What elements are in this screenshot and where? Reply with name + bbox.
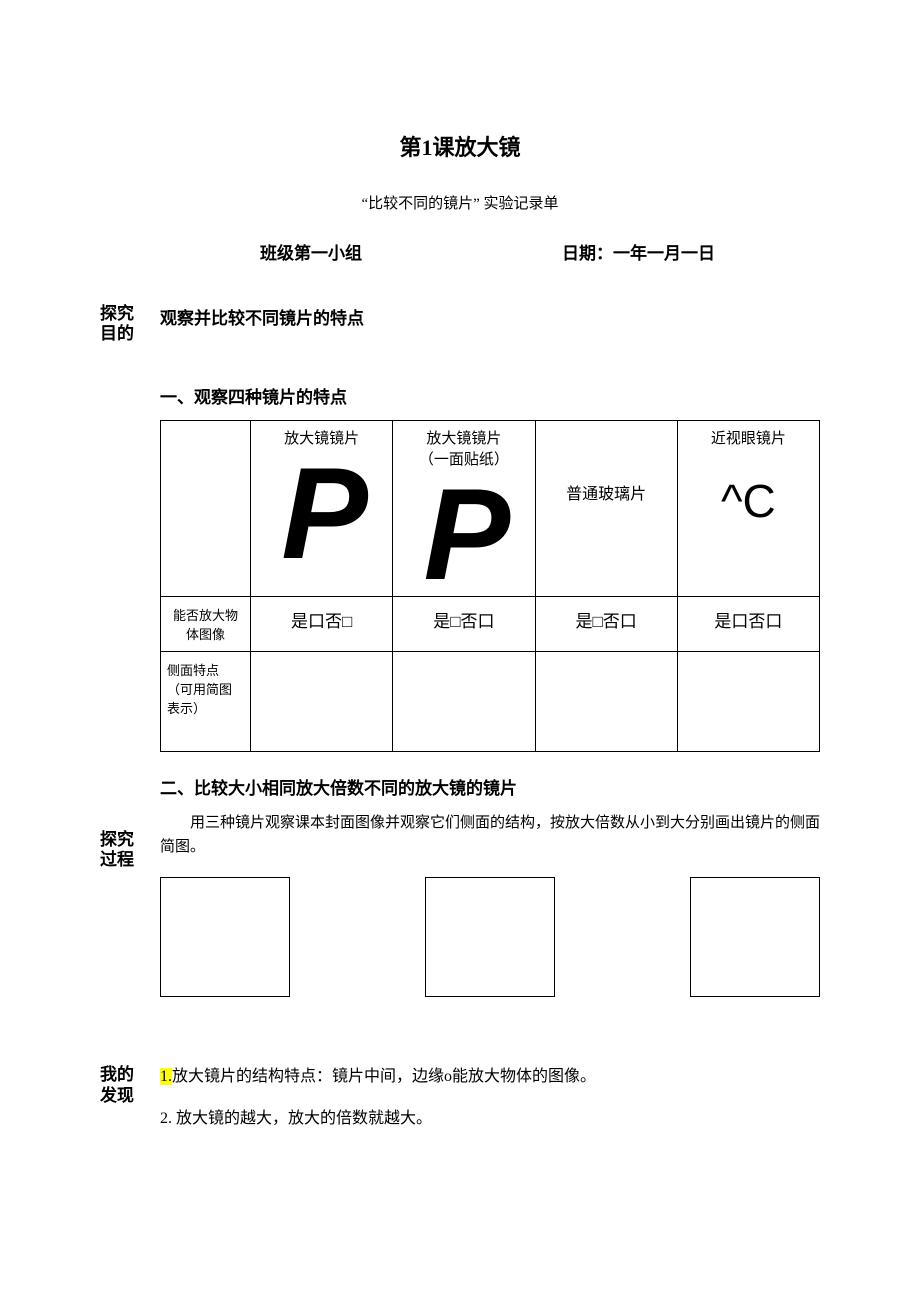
col-4-header: 近视眼镜片 ^C [677,420,819,597]
ans-3: 是□否口 [535,597,677,652]
row-side-label: 侧面特点 （可用简图 表示） [161,652,251,752]
finding-2-text: 放大镜的越大，放大的倍数就越大。 [176,1110,432,1127]
date-label: 日期：一年一月一日 [562,239,715,264]
page-title: 第1课放大镜 [100,130,820,162]
ans-1: 是口否□ [251,597,393,652]
table-magnify-row: 能否放大物 体图像 是口否□ 是□否口 是□否口 是口否口 [161,597,820,652]
col-4-label: 近视眼镜片 [682,427,815,448]
col-3-header: 普通玻璃片 [535,420,677,597]
finding-1-text: 放大镜片的结构特点：镜片中间，边缘o能放大物体的图像。 [172,1068,596,1085]
section-purpose-text: 观察并比较不同镜片的特点 [160,304,820,329]
section-findings: 我的 发现 1.放大镜片的结构特点：镜片中间，边缘o能放大物体的图像。 2. 放… [100,1065,820,1149]
finding-2: 2. 放大镜的越大，放大的倍数就越大。 [160,1107,820,1131]
part2-heading: 二、比较大小相同放大倍数不同的放大镜的镜片 [160,774,820,799]
section-findings-label: 我的 发现 [100,1065,160,1106]
section-purpose-label: 探究 目的 [100,304,160,345]
table-corner [161,420,251,597]
three-boxes [160,877,820,997]
ans-2: 是□否口 [393,597,535,652]
table-side-row: 侧面特点 （可用简图 表示） [161,652,820,752]
ans-4: 是口否口 [677,597,819,652]
section-process-label: 探究 过程 [100,830,160,871]
finding-2-num: 2. [160,1110,176,1127]
observation-table: 放大镜镜片 P 放大镜镜片 （一面贴纸） P 普通玻璃片 近视眼镜片 ^C 能否… [160,420,820,753]
col-4-glyph: ^C [682,478,815,524]
section-process-body: 一、观察四种镜片的特点 放大镜镜片 P 放大镜镜片 （一面贴纸） P 普通玻璃片 [160,373,820,1038]
finding-1: 1.放大镜片的结构特点：镜片中间，边缘o能放大物体的图像。 [160,1065,820,1089]
sketch-box-3 [690,877,820,997]
table-header-row: 放大镜镜片 P 放大镜镜片 （一面贴纸） P 普通玻璃片 近视眼镜片 ^C [161,420,820,597]
row-magnify-label: 能否放大物 体图像 [161,597,251,652]
sketch-box-2 [425,877,555,997]
col-1-glyph: P [255,452,388,576]
side-2 [393,652,535,752]
part2-para: 用三种镜片观察课本封面图像并观察它们侧面的结构，按放大倍数从小到大分别画出镜片的… [160,811,820,859]
col-1-header: 放大镜镜片 P [251,420,393,597]
group-label: 班级第一小组 [260,239,362,264]
col-2-glyph: P [397,473,530,597]
col-2-header: 放大镜镜片 （一面贴纸） P [393,420,535,597]
col-3-label: 普通玻璃片 [540,427,673,557]
side-4 [677,652,819,752]
section-purpose: 探究 目的 观察并比较不同镜片的特点 [100,304,820,345]
part1-heading: 一、观察四种镜片的特点 [160,383,820,408]
findings-body: 1.放大镜片的结构特点：镜片中间，边缘o能放大物体的图像。 2. 放大镜的越大，… [160,1065,820,1149]
section-process: 探究 过程 一、观察四种镜片的特点 放大镜镜片 P 放大镜镜片 （一面贴纸） P… [100,373,820,1038]
sketch-box-1 [160,877,290,997]
meta-row: 班级第一小组 日期：一年一月一日 [100,239,820,264]
finding-1-num: 1. [160,1068,172,1085]
side-1 [251,652,393,752]
subtitle: “比较不同的镜片” 实验记录单 [100,192,820,213]
side-3 [535,652,677,752]
